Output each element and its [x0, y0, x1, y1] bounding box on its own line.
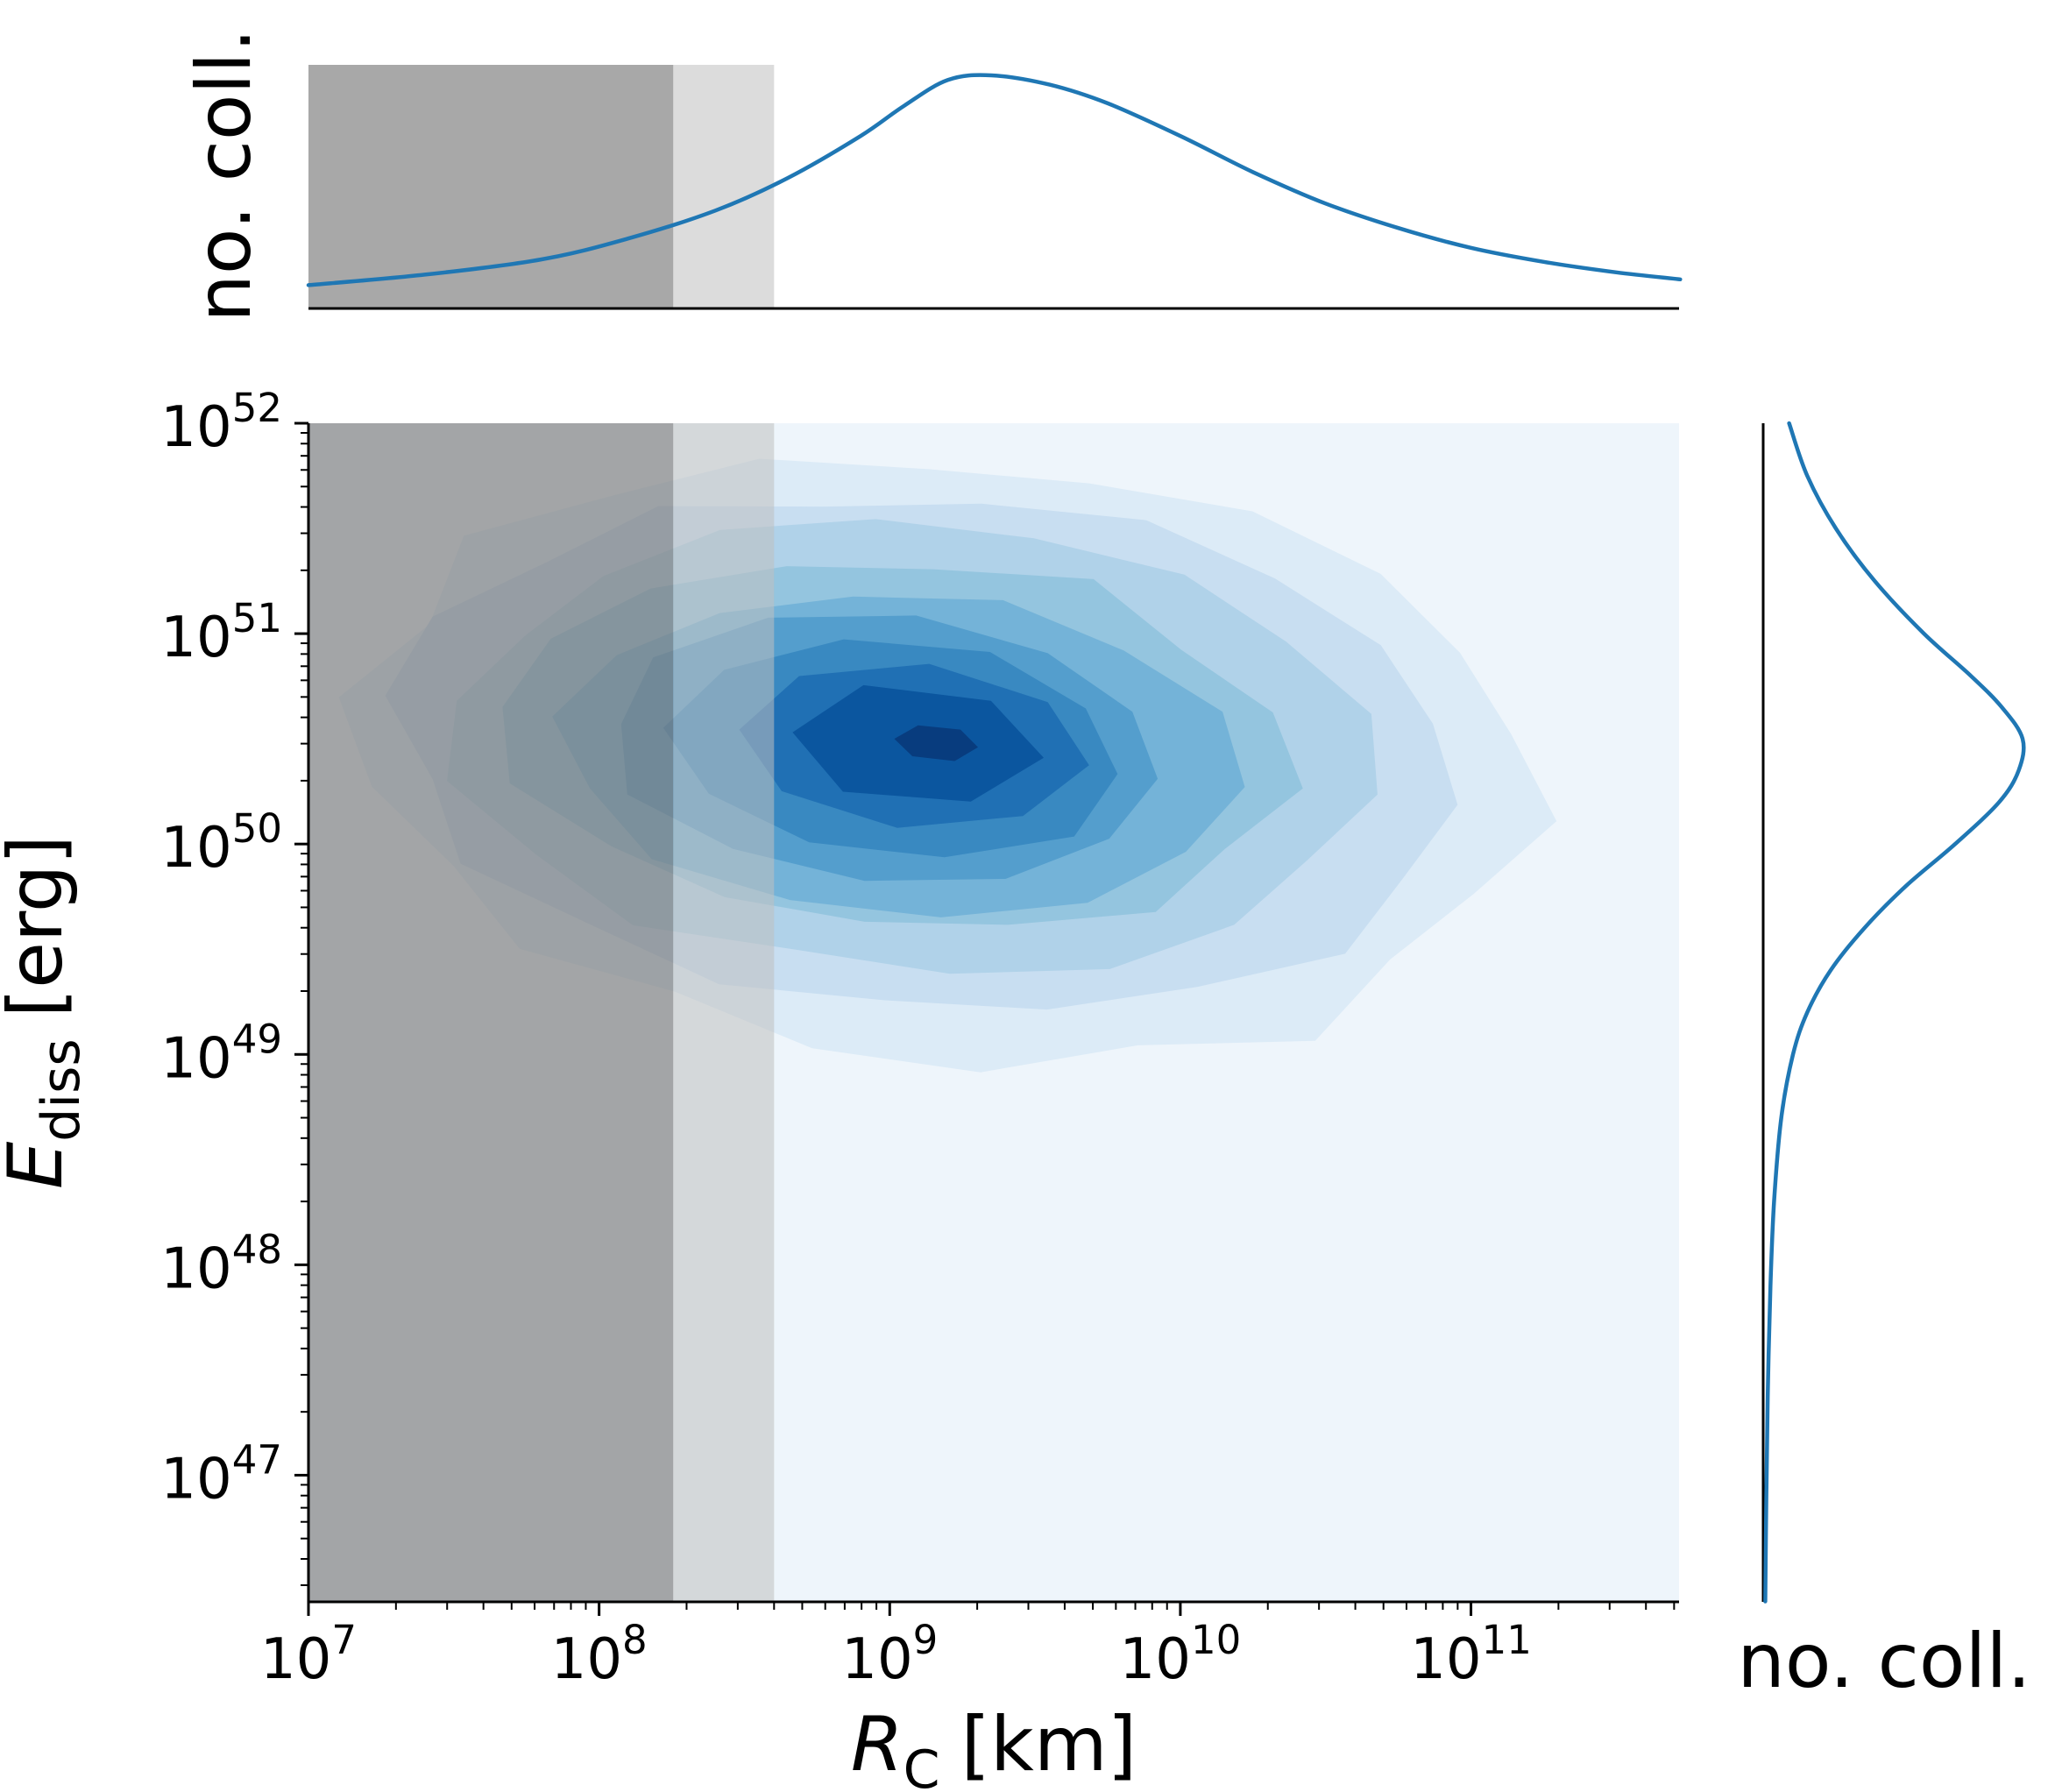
main-joint-panel: 107 108 109 1010 1011 1047104810491050105110… [0, 385, 1679, 1792]
right-marginal-panel: no. coll. [1737, 421, 2031, 1705]
main-axes: 107 108 109 1010 1011 1047104810491050105110… [160, 385, 1679, 1692]
y-tick-label: 1048 [160, 1226, 282, 1301]
y-tick-label: 1049 [160, 1016, 282, 1091]
y-tick-exponent: 51 [232, 595, 282, 641]
y-tick-exponent: 50 [232, 805, 282, 852]
y-tick-base: 10 [160, 1447, 231, 1512]
y-tick-base: 10 [160, 816, 231, 881]
y-tick-label: 1047 [160, 1436, 282, 1512]
y-tick-base: 10 [160, 606, 231, 670]
x-tick-exponent: 11 [1482, 1617, 1532, 1663]
x-ticks [307, 1602, 1676, 1616]
y-tick-exponent: 49 [232, 1016, 282, 1062]
y-tick-base: 10 [160, 1026, 231, 1091]
y-tick-base: 10 [160, 395, 231, 460]
x-tick-exponent: 7 [331, 1617, 357, 1663]
x-tick-base: 10 [841, 1627, 912, 1692]
x-tick-exponent: 8 [622, 1617, 648, 1663]
x-tick-base: 10 [551, 1627, 622, 1692]
y-tick-label: 1050 [160, 805, 282, 881]
x-tick-label: 109 [841, 1617, 938, 1692]
y-axis-label: Ediss [erg] [0, 835, 92, 1189]
contour-level-10 [894, 725, 978, 761]
top-band-excluded-region-dark [308, 65, 674, 308]
top-shaded-bands [308, 65, 775, 308]
y-tick-label: 1052 [160, 385, 282, 460]
x-tick-label: 1011 [1410, 1617, 1532, 1692]
y-ticks [294, 421, 308, 1586]
top-marginal-panel: no. coll. [181, 28, 1683, 322]
x-tick-label: 1010 [1120, 1617, 1242, 1692]
x-tick-exponent: 9 [913, 1617, 939, 1663]
main-band-excluded-region-light [673, 423, 775, 1602]
x-axis-label-symbol: R [851, 1701, 903, 1788]
x-tick-label: 108 [551, 1617, 648, 1692]
x-axis-label-subscript: C [903, 1739, 940, 1792]
right-kde-curve [1763, 421, 2026, 1604]
right-marginal-xlabel: no. coll. [1737, 1618, 2030, 1705]
y-tick-exponent: 47 [232, 1436, 282, 1483]
x-axis-label-units: [km] [960, 1701, 1137, 1788]
y-axis-label-subscript: diss [31, 1038, 92, 1141]
x-tick-label: 107 [260, 1617, 357, 1692]
y-tick-exponent: 48 [232, 1226, 282, 1272]
x-axis-label: RC [km] [851, 1701, 1137, 1792]
y-axis-label-units: [erg] [0, 835, 80, 1017]
x-tick-base: 10 [1410, 1627, 1481, 1692]
x-tick-labels: 107 108 109 1010 1011 [260, 1617, 1532, 1692]
top-marginal-ylabel: no. coll. [181, 28, 268, 322]
x-tick-base: 10 [1120, 1627, 1191, 1692]
top-band-excluded-region-light [673, 65, 775, 308]
y-tick-exponent: 52 [232, 385, 282, 431]
top-kde-curve [306, 73, 1683, 287]
main-shaded-bands [308, 423, 775, 1602]
x-tick-exponent: 10 [1191, 1617, 1241, 1663]
y-tick-base: 10 [160, 1236, 231, 1301]
main-band-excluded-region-dark [308, 423, 674, 1602]
y-axis-label-symbol: E [0, 1141, 80, 1189]
y-tick-label: 1051 [160, 595, 282, 670]
x-tick-base: 10 [260, 1627, 331, 1692]
